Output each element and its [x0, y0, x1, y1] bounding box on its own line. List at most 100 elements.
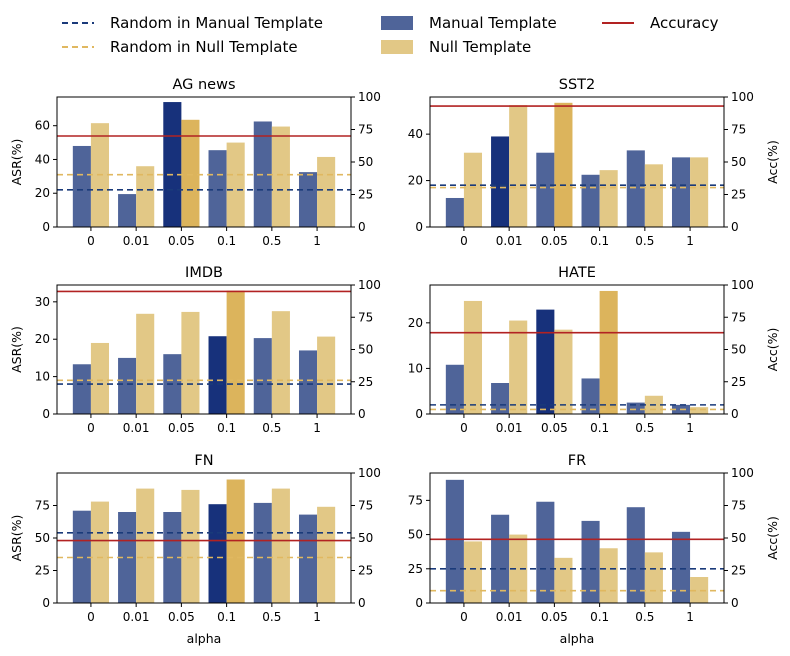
y2tick-label: 50	[358, 155, 373, 169]
legend-swatch	[381, 40, 413, 54]
bar-null	[136, 166, 155, 227]
bars	[445, 290, 709, 414]
ytick-label: 0	[42, 407, 50, 421]
y2tick-label: 50	[731, 531, 746, 545]
y2tick-label: 100	[731, 466, 754, 480]
y2tick-label: 100	[358, 466, 381, 480]
ytick-label: 25	[35, 564, 50, 578]
bar-manual	[253, 338, 272, 414]
xtick-label: 0.01	[496, 610, 523, 624]
y2tick-label: 75	[358, 310, 373, 324]
chart-title: HATE	[558, 265, 596, 281]
y2tick-label: 75	[731, 499, 746, 513]
bar-null	[317, 506, 336, 603]
y2tick-label: 25	[731, 375, 746, 389]
ytick-label: 75	[35, 499, 50, 513]
bar-null	[90, 342, 110, 414]
y2tick-label: 0	[358, 407, 366, 421]
bars	[445, 102, 709, 228]
chart-panel: 0 10 20 30 0 25 50 75 100 0 0.01 0.05 0.1 0.5 1 IMDB ASR…	[9, 265, 381, 435]
chart-title: AG news	[172, 77, 235, 93]
legend-label: Null Template	[429, 38, 531, 56]
bar-manual	[208, 150, 227, 227]
legend-item: Accuracy	[602, 14, 719, 32]
ytick-label: 10	[408, 361, 423, 375]
ytick-label: 30	[35, 295, 50, 309]
y2tick-label: 50	[731, 343, 746, 357]
bar-null	[463, 300, 483, 414]
bar-manual	[163, 102, 182, 227]
bar-null	[554, 102, 573, 227]
ytick-label: 0	[42, 596, 50, 610]
bar-null	[644, 552, 663, 603]
y2tick-label: 0	[731, 220, 739, 234]
bar-null	[463, 152, 483, 227]
xtick-label: 0.5	[635, 610, 654, 624]
bars	[445, 479, 709, 603]
y2tick-label: 50	[731, 155, 746, 169]
xtick-label: 0.5	[635, 421, 654, 435]
ytick-label: 20	[35, 186, 50, 200]
bar-manual	[671, 157, 691, 227]
xtick-label: 0.1	[217, 610, 236, 624]
y-axis-label: ASR(%)	[9, 139, 24, 186]
xtick-label: 0.05	[168, 234, 195, 248]
y2tick-label: 100	[731, 278, 754, 292]
bar-null	[599, 548, 618, 603]
bar-manual	[536, 309, 555, 414]
bar-manual	[298, 172, 318, 227]
xtick-label: 0.1	[590, 610, 609, 624]
bar-null	[317, 336, 336, 414]
y-axis-label: ASR(%)	[9, 326, 24, 373]
chart-panel: 0 25 50 75 0 25 50 75 100 0 0.01 0.05 0.1 0.5 1 FR Acc(%…	[408, 453, 780, 646]
y2tick-label: 0	[358, 596, 366, 610]
xtick-label: 0	[460, 610, 468, 624]
y2tick-label: 75	[731, 123, 746, 137]
ytick-label: 50	[35, 531, 50, 545]
legend-label: Accuracy	[650, 14, 719, 32]
xtick-label: 0	[87, 421, 95, 435]
xtick-label: 0.01	[123, 610, 150, 624]
y2tick-label: 0	[731, 407, 739, 421]
xtick-label: 0	[460, 421, 468, 435]
bar-null	[226, 142, 245, 227]
bar-null	[690, 157, 709, 227]
xtick-label: 0.5	[262, 234, 281, 248]
y2tick-label: 100	[358, 278, 381, 292]
chart-panel: 0 20 40 60 0 25 50 75 100 0 0.01 0.05 0.1 0.5 1 AG news…	[9, 77, 381, 248]
y2-axis-label: Acc(%)	[765, 328, 780, 372]
bar-null	[271, 488, 290, 603]
ytick-label: 40	[35, 152, 50, 166]
bar-null	[136, 488, 155, 603]
y2tick-label: 75	[731, 310, 746, 324]
xtick-label: 1	[313, 610, 321, 624]
chart-panel: 0 10 20 0 25 50 75 100 0 0.01 0.05 0.1 0.5 1 HATE Acc(%…	[408, 265, 780, 435]
ytick-label: 20	[35, 332, 50, 346]
y2-axis-label: Acc(%)	[765, 140, 780, 184]
xtick-label: 1	[313, 421, 321, 435]
bar-null	[317, 156, 336, 227]
y2tick-label: 75	[358, 499, 373, 513]
ytick-label: 0	[42, 220, 50, 234]
ytick-label: 75	[408, 493, 423, 507]
xtick-label: 0.05	[168, 421, 195, 435]
bar-null	[509, 320, 528, 414]
xtick-label: 0	[460, 234, 468, 248]
x-axis-label: alpha	[560, 631, 595, 646]
bar-null	[599, 290, 618, 414]
chart-panel: 0 20 40 0 25 50 75 100 0 0.01 0.05 0.1 0.5 1 SST2 Acc(%…	[408, 77, 780, 248]
xtick-label: 0.5	[262, 610, 281, 624]
xtick-label: 0.05	[541, 421, 568, 435]
bar-manual	[536, 152, 555, 227]
bar-manual	[298, 514, 318, 603]
y2tick-label: 100	[358, 90, 381, 104]
bar-null	[509, 534, 528, 603]
bar-manual	[445, 364, 464, 414]
ytick-label: 0	[415, 220, 423, 234]
xtick-label: 0.01	[123, 234, 150, 248]
legend-swatch	[381, 16, 413, 30]
bar-manual	[208, 504, 227, 603]
chart-panel: 0 25 50 75 0 25 50 75 100 0 0.01 0.05 0.1 0.5 1 FN ASR(%…	[9, 453, 381, 646]
bar-null	[690, 577, 709, 603]
bar-manual	[491, 514, 510, 603]
